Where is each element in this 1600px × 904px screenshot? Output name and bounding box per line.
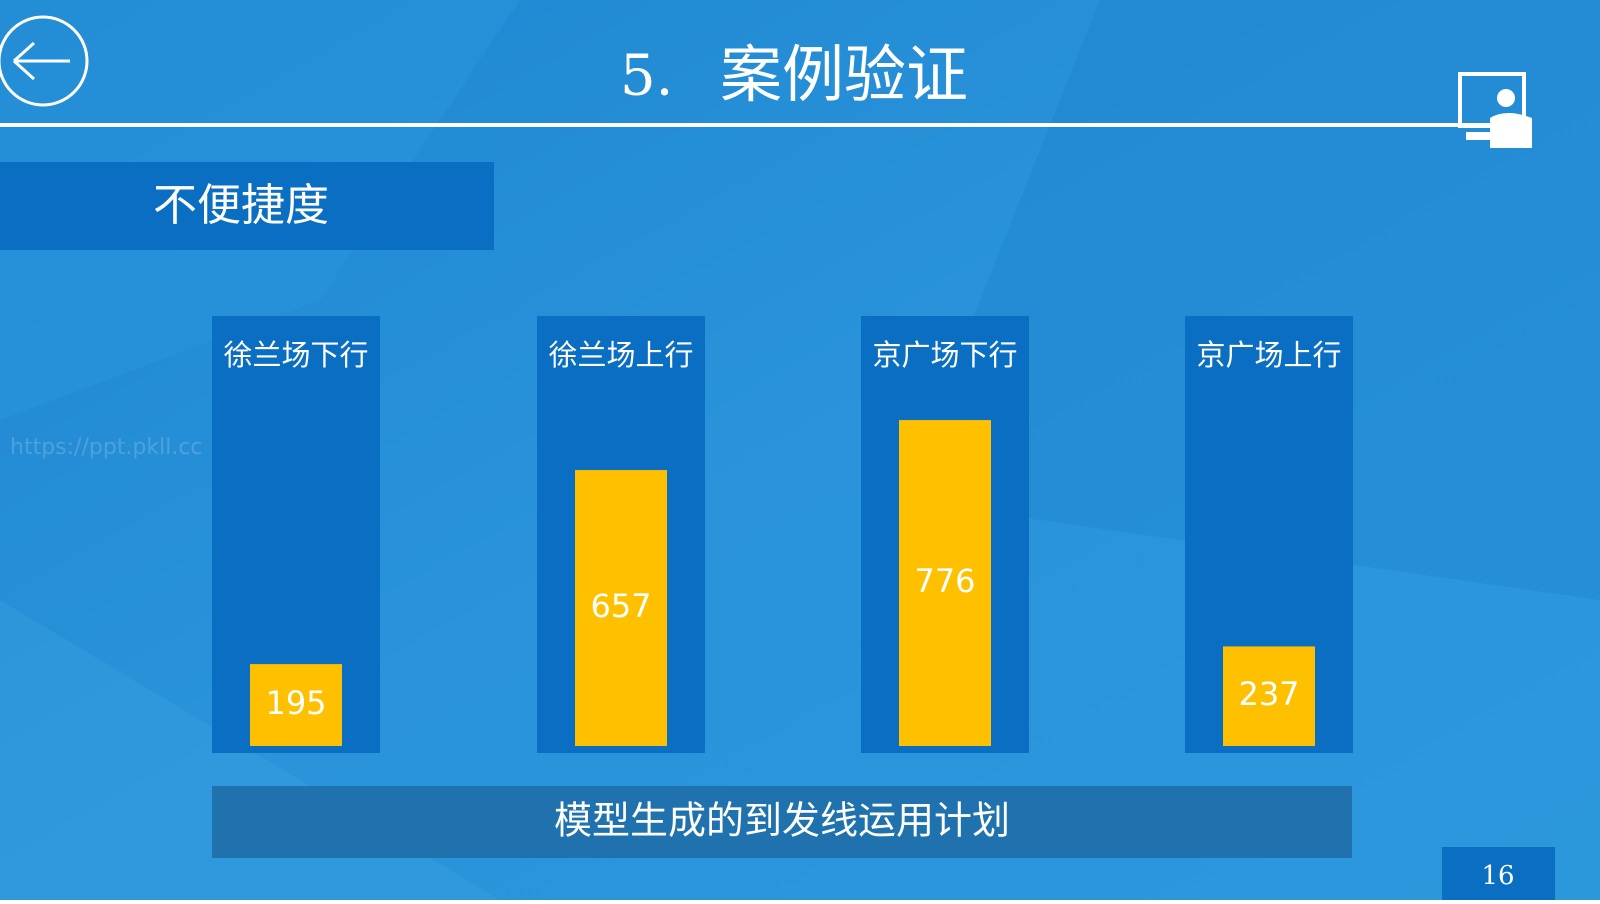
title-number: 5. — [620, 44, 673, 109]
back-arrow — [12, 41, 70, 81]
bar — [575, 470, 667, 746]
section-title: 不便捷度 — [153, 180, 329, 231]
category-label: 徐兰场下行 — [223, 338, 368, 372]
bar — [899, 420, 991, 746]
watermark: https://ppt.pkll.cc — [10, 435, 203, 460]
chart-caption: 模型生成的到发线运用计划 — [554, 799, 1010, 843]
page-number: 16 — [1481, 861, 1514, 891]
back-button[interactable] — [0, 15, 89, 107]
category-label: 京广场下行 — [872, 338, 1017, 372]
category-label: 京广场上行 — [1196, 338, 1341, 372]
section-box — [0, 162, 494, 250]
value-label: 237 — [1238, 675, 1299, 713]
bg-facet — [900, 0, 1600, 600]
category-label: 徐兰场上行 — [548, 338, 693, 372]
caption-box — [212, 786, 1352, 858]
bar — [1223, 646, 1315, 746]
chart: 徐兰场下行 195 徐兰场上行 657 京广场下行 776 京广场上行 237 — [212, 316, 1353, 753]
presenter-icon — [1458, 72, 1532, 148]
title: 案例验证 — [720, 38, 968, 111]
bar — [250, 664, 342, 746]
value-label: 776 — [914, 562, 975, 600]
value-label: 195 — [265, 684, 326, 722]
value-label: 657 — [590, 587, 651, 625]
page-number-box — [1442, 847, 1555, 900]
